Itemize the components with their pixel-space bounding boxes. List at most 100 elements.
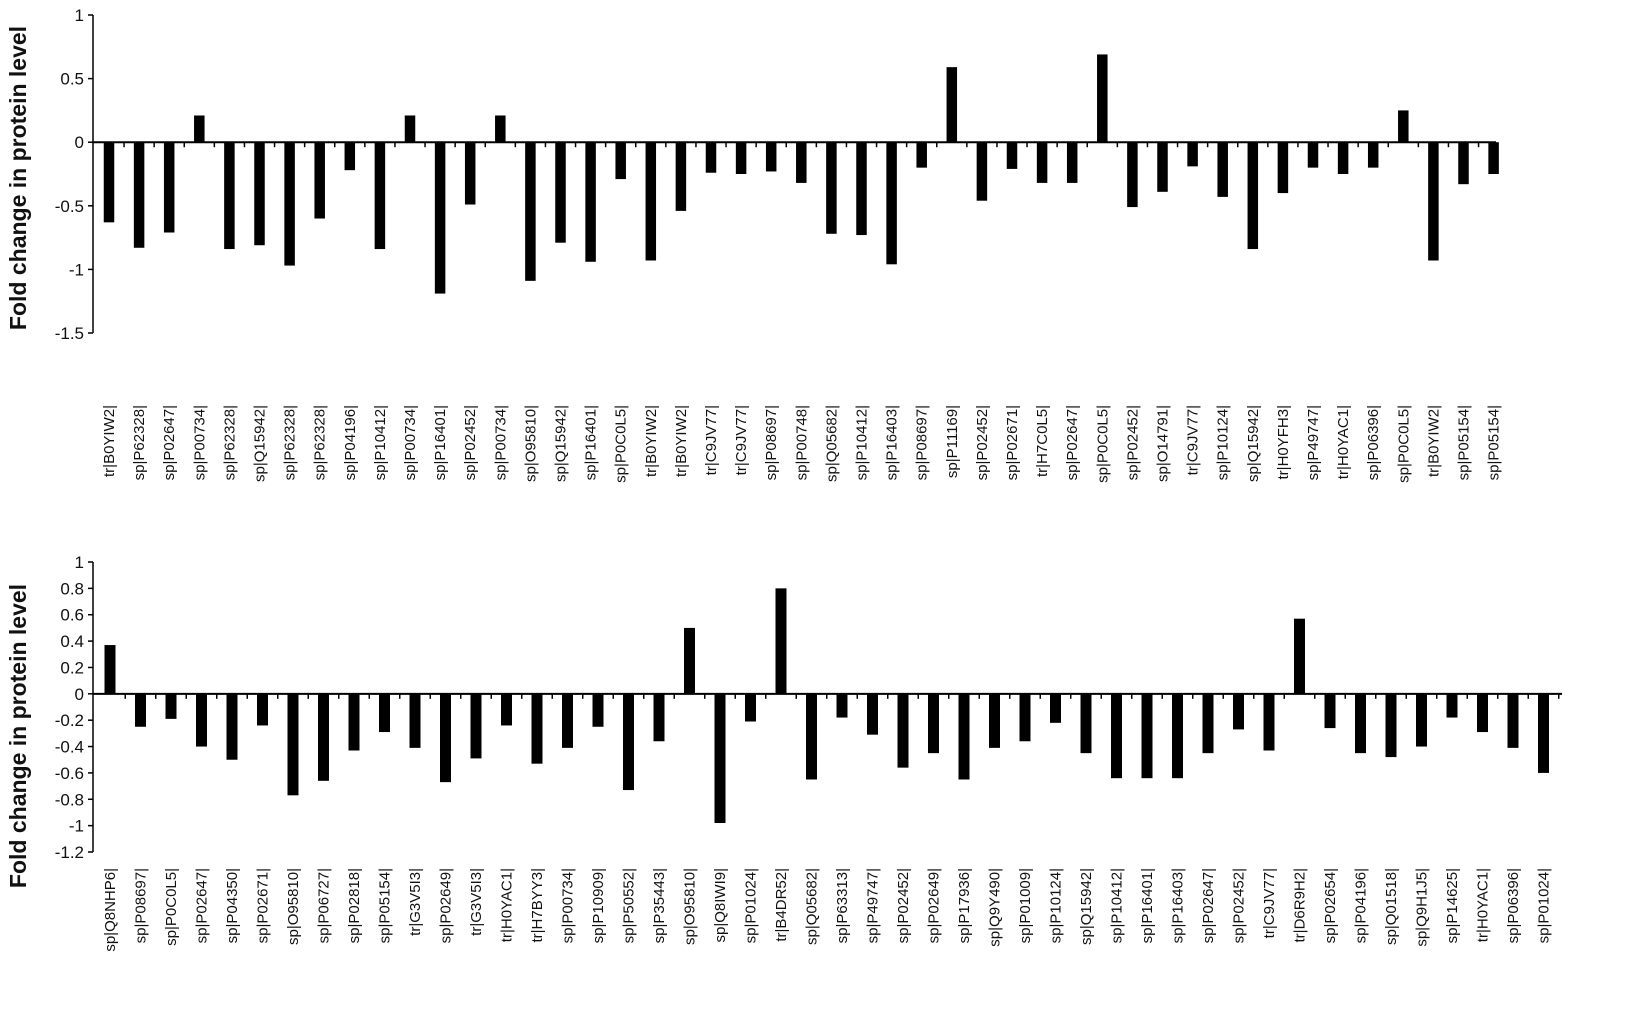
x-tick-label: sp|P02671|	[255, 868, 272, 943]
y-tick-label: 0	[75, 685, 84, 704]
bar	[1036, 142, 1048, 183]
bar	[836, 693, 848, 718]
x-tick-label: sp|P10124|	[1048, 868, 1065, 943]
x-tick-label: sp|P49747|	[1305, 405, 1322, 480]
x-tick-label: tr|H0YFH3|	[1275, 405, 1292, 479]
x-tick-label: sp|P01024|	[743, 868, 760, 943]
x-tick-label: sp|P02452|	[1124, 405, 1141, 480]
bar	[592, 693, 604, 727]
y-tick-label: 0.5	[60, 70, 84, 89]
x-tick-label: sp|P10412|	[854, 405, 871, 480]
bar	[196, 693, 207, 747]
bar	[645, 142, 657, 261]
y-tick-label: -1	[69, 817, 84, 836]
x-tick-label: sp|P16403|	[1170, 868, 1187, 943]
bar	[615, 142, 626, 180]
bar	[1066, 142, 1078, 183]
x-tick-label: sp|P0C0L5|	[1094, 405, 1111, 483]
bar	[1263, 693, 1275, 751]
bar	[1172, 693, 1183, 779]
bar	[1019, 693, 1031, 742]
bar	[224, 142, 235, 250]
x-tick-label: sp|P10909|	[590, 868, 607, 943]
bar	[1217, 142, 1228, 197]
bar	[440, 693, 451, 783]
bar	[675, 142, 687, 211]
x-tick-label: sp|P62328|	[221, 405, 238, 480]
x-tick-label: tr|H0YAC1|	[1335, 405, 1352, 479]
x-tick-label: sp|P02654|	[1322, 868, 1339, 943]
bar	[585, 142, 596, 262]
bar	[525, 142, 536, 281]
bar	[1127, 142, 1138, 208]
x-tick-label: sp|P16401|	[583, 405, 600, 480]
bar	[1006, 142, 1018, 169]
x-tick-label: sp|P0C0L5|	[163, 868, 180, 946]
x-tick-label: sp|P02452|	[1231, 868, 1248, 943]
x-tick-label: sp|P02818|	[346, 868, 363, 943]
bar	[404, 115, 416, 143]
x-tick-label: sp|P10412|	[372, 405, 389, 480]
bar	[495, 115, 506, 143]
x-tick-label: sp|P02647|	[194, 868, 211, 943]
x-tick-label: tr|B4DR52|	[773, 868, 790, 942]
x-tick-label: sp|P05154|	[1486, 405, 1503, 480]
y-tick-label: 0	[75, 133, 84, 152]
bar	[1097, 54, 1108, 143]
bar	[653, 693, 665, 742]
x-tick-label: sp|P02647|	[161, 405, 178, 480]
bar	[806, 693, 817, 780]
bar	[133, 142, 145, 248]
x-tick-label: sp|P02671|	[1004, 405, 1021, 480]
bar	[562, 693, 573, 748]
bar	[1507, 693, 1519, 748]
bar	[1080, 693, 1092, 754]
x-tick-label: sp|P0C0L5|	[613, 405, 630, 483]
y-tick-label: -0.8	[55, 790, 84, 809]
x-tick-label: sp|P08697|	[133, 868, 150, 943]
bar	[1111, 693, 1122, 779]
bar	[344, 142, 356, 171]
bar	[194, 115, 205, 143]
bar	[989, 693, 1000, 748]
bar	[1428, 142, 1439, 261]
bar	[1355, 693, 1366, 754]
x-tick-label: sp|P04196|	[342, 405, 359, 480]
bar	[318, 693, 329, 781]
bar	[348, 693, 360, 751]
x-tick-label: sp|O14791|	[1155, 405, 1172, 482]
bar	[470, 693, 482, 759]
x-tick-label: sp|P02452|	[462, 405, 479, 480]
bar	[1337, 142, 1349, 174]
x-tick-label: sp|Q15942|	[1245, 405, 1262, 482]
x-tick-label: sp|P16401|	[432, 405, 449, 480]
x-tick-label: sp|P06396|	[1365, 405, 1382, 480]
x-tick-label: sp|P02647|	[1064, 405, 1081, 480]
x-tick-label: sp|P02452|	[895, 868, 912, 943]
y-tick-label: 1	[75, 553, 84, 572]
bar	[501, 693, 512, 726]
bar	[135, 693, 146, 727]
x-tick-label: sp|P00734|	[402, 405, 419, 480]
x-tick-label: sp|P05154|	[377, 868, 394, 943]
x-tick-label: tr|C9JV77|	[733, 405, 750, 475]
x-tick-label: sp|Q01518|	[1383, 868, 1400, 945]
x-tick-label: sp|P00748|	[793, 405, 810, 480]
x-tick-label: sp|P00734|	[492, 405, 509, 480]
x-tick-label: sp|P62328|	[312, 405, 329, 480]
x-tick-label: tr|B0YIW2|	[101, 405, 118, 477]
x-tick-label: sp|P11169|	[944, 405, 961, 478]
bar	[314, 142, 325, 219]
bar	[434, 142, 446, 294]
bar	[796, 142, 807, 183]
x-tick-label: sp|P0C0L5|	[1395, 405, 1412, 483]
x-tick-label: tr|H0YAC1|	[1475, 868, 1492, 942]
x-tick-label: sp|P10412|	[1109, 868, 1126, 943]
x-tick-label: sp|P16401|	[1139, 868, 1156, 943]
bar	[1446, 693, 1458, 718]
bar	[775, 588, 787, 694]
y-tick-label: 0.4	[60, 632, 84, 651]
x-tick-label: sp|P01009|	[1017, 868, 1034, 943]
bar	[1277, 142, 1289, 194]
bar	[165, 693, 177, 719]
